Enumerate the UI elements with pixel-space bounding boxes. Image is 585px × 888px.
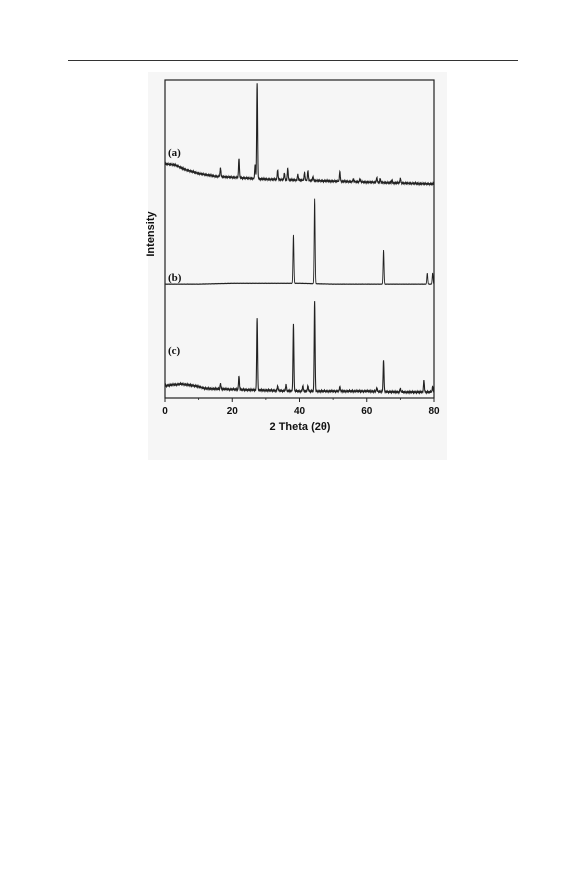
- top-rule: [68, 60, 518, 61]
- figure-panel: [148, 72, 447, 460]
- series-label-b: (b): [168, 272, 182, 284]
- x-axis: 0 20 40 60 80: [162, 398, 440, 417]
- x-tick-label-20: 20: [227, 406, 239, 417]
- series-line-a: [164, 83, 435, 187]
- x-tick-label-60: 60: [361, 406, 373, 417]
- y-axis-label: Intensity: [145, 211, 157, 257]
- chart-marks: (a) (b) (c): [164, 83, 435, 395]
- x-axis-label: 2 Theta (2θ): [270, 421, 331, 433]
- x-tick-label-40: 40: [294, 406, 306, 417]
- x-tick-label-80: 80: [428, 406, 440, 417]
- plot-frame: [164, 79, 435, 399]
- x-tick-label-0: 0: [162, 406, 168, 417]
- series-label-a: (a): [168, 147, 181, 159]
- series-label-c: (c): [168, 345, 181, 357]
- series-line-c: [164, 301, 435, 395]
- series-line-b: [164, 198, 435, 285]
